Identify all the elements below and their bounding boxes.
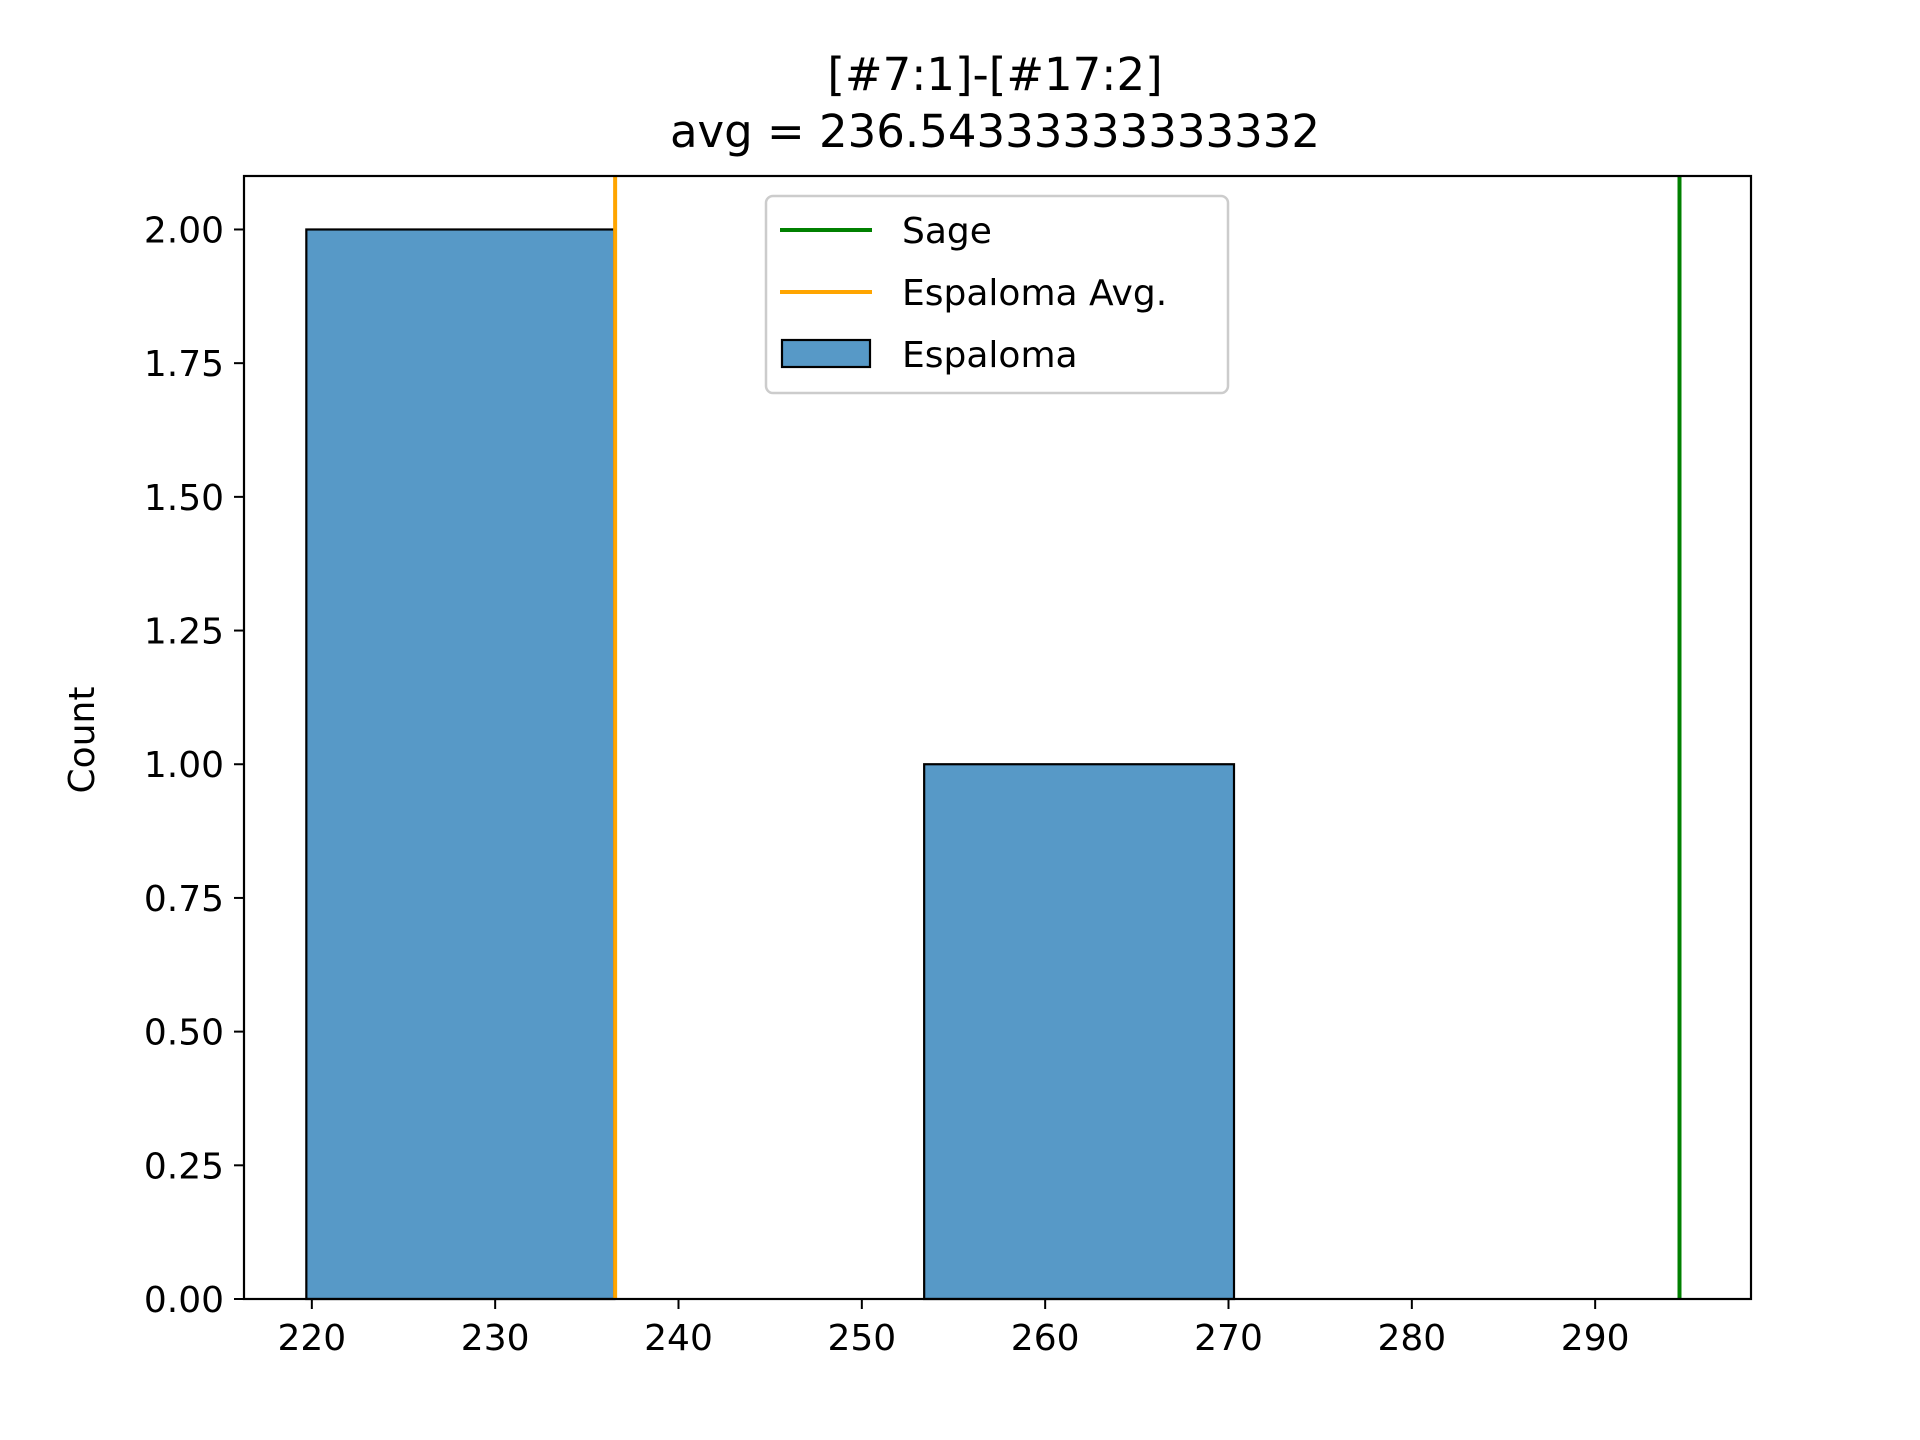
x-tick-label: 250 bbox=[827, 1318, 896, 1359]
x-tick-label: 220 bbox=[277, 1318, 346, 1359]
legend-label-espaloma-avg: Espaloma Avg. bbox=[902, 273, 1167, 314]
histogram-bars bbox=[305, 228, 1236, 1301]
legend-swatch-espaloma bbox=[780, 338, 872, 369]
x-tick-label: 290 bbox=[1561, 1318, 1630, 1359]
histogram-bar-0 bbox=[305, 228, 616, 1301]
reference-lines bbox=[613, 176, 1682, 1299]
x-tick-label: 270 bbox=[1194, 1318, 1263, 1359]
x-tick-label: 260 bbox=[1011, 1318, 1080, 1359]
plot-frame bbox=[242, 174, 1753, 1301]
x-tick-label: 230 bbox=[461, 1318, 530, 1359]
y-tick-label: 0.00 bbox=[144, 1280, 224, 1321]
chart-title: [#7:1]-[#17:2] bbox=[827, 48, 1162, 101]
y-tick-label: 2.00 bbox=[144, 210, 224, 251]
x-tick-label: 280 bbox=[1377, 1318, 1446, 1359]
y-tick-label: 0.25 bbox=[144, 1146, 224, 1187]
y-axis-label: Count bbox=[62, 687, 103, 794]
y-tick-label: 1.25 bbox=[144, 612, 224, 653]
histogram-bar-2 bbox=[923, 763, 1236, 1301]
y-tick-label: 0.50 bbox=[144, 1013, 224, 1054]
legend-box bbox=[764, 194, 1230, 395]
y-tick-label: 1.75 bbox=[144, 344, 224, 385]
y-axis: 0.00 0.25 0.50 0.75 1.00 1.25 1.50 1.75 2.00 bbox=[144, 210, 244, 1321]
legend: Sage Espaloma Avg. Espaloma bbox=[764, 194, 1230, 395]
x-axis: 220 230 240 250 260 270 280 290 bbox=[277, 1299, 1630, 1359]
x-tick-label: 240 bbox=[644, 1318, 713, 1359]
y-tick-label: 0.75 bbox=[144, 879, 224, 920]
y-tick-label: 1.00 bbox=[144, 745, 224, 786]
legend-label-espaloma: Espaloma bbox=[902, 335, 1078, 376]
y-tick-label: 1.50 bbox=[144, 478, 224, 519]
legend-label-sage: Sage bbox=[902, 211, 992, 252]
chart-subtitle: avg = 236.54333333333332 bbox=[670, 105, 1320, 158]
